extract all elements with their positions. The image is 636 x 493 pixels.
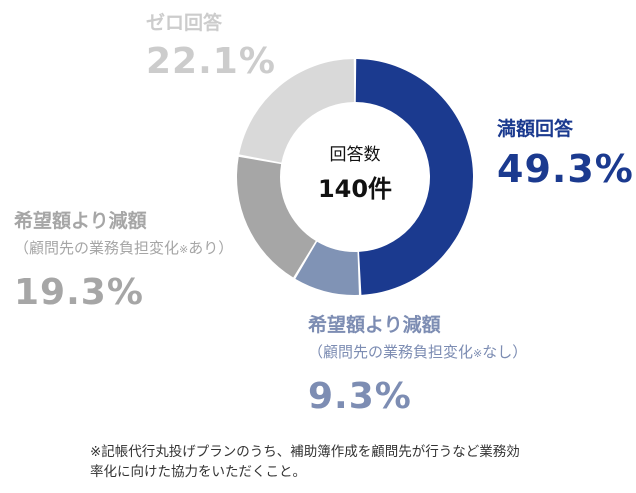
center-value: 140件 — [318, 175, 392, 203]
slice-value-reduced-with-change: 19.3% — [14, 272, 144, 313]
legend-zero: ゼロ回答 22.1% — [146, 8, 276, 82]
slice-label-full-amount: 満額回答 — [497, 118, 574, 140]
slice-label-reduced-with-change: 希望額より減額 — [14, 210, 147, 232]
slice-full-amount — [355, 59, 473, 295]
slice-value-zero: 22.1% — [146, 41, 276, 82]
donut-chart: 回答数 140件 — [237, 59, 473, 295]
legend-reduced-with-change: 希望額より減額 （顧問先の業務負担変化※あり） 19.3% — [14, 206, 233, 313]
slice-value-reduced-no-change: 9.3% — [308, 376, 412, 417]
slice-sublabel-reduced-with-change: （顧問先の業務負担変化※あり） — [14, 239, 234, 257]
slice-label-reduced-no-change: 希望額より減額 — [308, 314, 441, 336]
legend-reduced-no-change: 希望額より減額 （顧問先の業務負担変化※なし） 9.3% — [308, 310, 527, 417]
legend-full-amount: 満額回答 49.3% — [497, 114, 634, 191]
slice-reduced-with-change — [237, 156, 316, 278]
footnote: ※記帳代行丸投げプランのうち、補助簿作成を顧問先が行うなど業務効 率化に向けた協… — [90, 442, 520, 482]
slice-reduced-no-change — [295, 241, 359, 295]
slice-zero — [239, 59, 355, 163]
footnote-line-2: 率化に向けた協力をいただくこと。 — [90, 464, 306, 480]
center-label: 回答数 — [330, 145, 381, 165]
footnote-line-1: ※記帳代行丸投げプランのうち、補助簿作成を顧問先が行うなど業務効 — [90, 444, 520, 460]
slice-sublabel-reduced-no-change: （顧問先の業務負担変化※なし） — [308, 343, 528, 361]
slice-value-full-amount: 49.3% — [497, 147, 634, 191]
slice-label-zero: ゼロ回答 — [146, 12, 223, 34]
